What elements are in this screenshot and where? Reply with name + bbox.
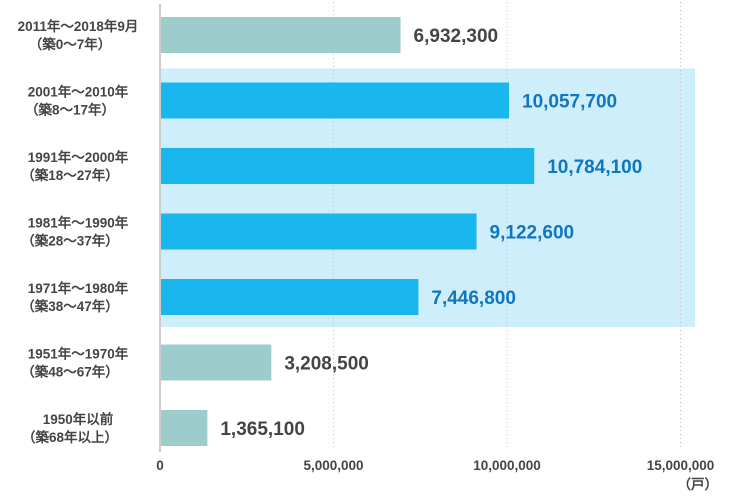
data-label: 7,446,800 xyxy=(431,288,516,309)
category-label: 1951年～1970年 xyxy=(28,346,129,362)
category-label: （築38～47年） xyxy=(21,298,119,314)
bar xyxy=(160,279,419,315)
data-label: 3,208,500 xyxy=(284,354,369,375)
category-label: 1981年～1990年 xyxy=(28,215,129,231)
category-label: （築18～27年） xyxy=(21,167,119,183)
data-label: 10,057,700 xyxy=(522,92,617,113)
category-label: （築0～7年） xyxy=(29,36,112,52)
bar xyxy=(160,344,272,381)
bar xyxy=(160,82,510,119)
x-tick-label: 15,000,000 xyxy=(647,458,715,473)
category-label: （築48～67年） xyxy=(21,364,119,380)
category-label: （築28～37年） xyxy=(21,233,119,249)
bar xyxy=(160,17,401,53)
category-label: 1991年～2000年 xyxy=(28,149,129,165)
data-label: 9,122,600 xyxy=(490,223,575,244)
data-label: 10,784,100 xyxy=(547,157,642,178)
bar xyxy=(160,410,208,446)
bar xyxy=(160,213,477,250)
data-label: 6,932,300 xyxy=(414,26,499,47)
category-label: 1971年～1980年 xyxy=(28,280,129,296)
x-tick-label: 10,000,000 xyxy=(473,458,541,473)
unit-label: （戸） xyxy=(678,477,719,492)
category-label: 2001年～2010年 xyxy=(28,84,129,100)
data-label: 1,365,100 xyxy=(220,419,305,440)
category-label: 2011年～2018年9月 xyxy=(18,18,139,34)
bar xyxy=(160,148,535,184)
category-label: 1950年以前 xyxy=(43,411,114,427)
category-label: （築8～17年） xyxy=(25,102,115,118)
category-label: （築68年以上） xyxy=(22,429,118,445)
x-tick-label: 5,000,000 xyxy=(303,458,363,473)
x-tick-label: 0 xyxy=(156,458,164,473)
